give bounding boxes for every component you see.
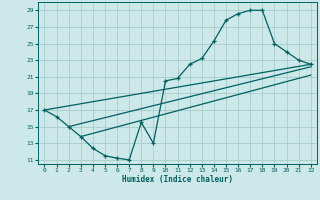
X-axis label: Humidex (Indice chaleur): Humidex (Indice chaleur) [122,175,233,184]
